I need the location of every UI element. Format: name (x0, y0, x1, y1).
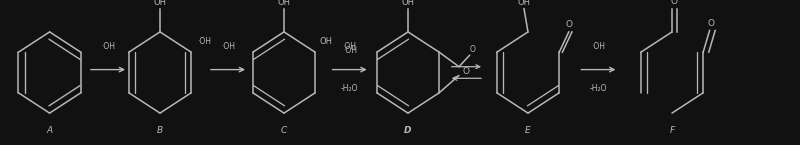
Text: O: O (470, 45, 476, 54)
Text: ·OH: ·OH (101, 42, 115, 51)
Text: O: O (566, 20, 572, 29)
Text: O: O (463, 67, 470, 76)
Text: O: O (671, 0, 678, 6)
Text: D: D (404, 126, 412, 135)
Text: ·OH: ·OH (198, 37, 211, 46)
Text: OH: OH (518, 0, 530, 7)
Text: ·OH: ·OH (221, 42, 235, 51)
Text: ·OH: ·OH (343, 46, 358, 55)
Text: -H₂O: -H₂O (341, 84, 358, 93)
Text: ·OH: ·OH (342, 42, 357, 51)
Text: OH: OH (154, 0, 166, 7)
Text: ·OH: ·OH (591, 42, 606, 51)
Text: OH: OH (278, 0, 290, 7)
Text: O: O (708, 19, 714, 28)
Text: F: F (670, 126, 674, 135)
Text: B: B (157, 126, 163, 135)
Text: OH: OH (402, 0, 414, 7)
Text: OH: OH (319, 37, 332, 46)
Text: A: A (46, 126, 53, 135)
Text: C: C (281, 126, 287, 135)
Text: E: E (525, 126, 531, 135)
Text: -H₂O: -H₂O (590, 84, 607, 93)
